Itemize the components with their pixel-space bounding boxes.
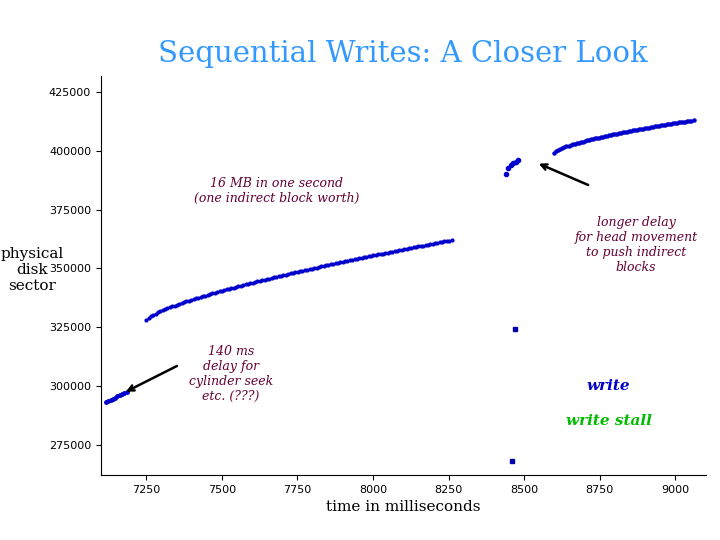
Text: physical
disk
sector: physical disk sector (1, 247, 64, 293)
Text: 16 MB in one second
(one indirect block worth): 16 MB in one second (one indirect block … (194, 177, 359, 205)
Title: Sequential Writes: A Closer Look: Sequential Writes: A Closer Look (158, 40, 648, 68)
Text: 140 ms
delay for
cylinder seek
etc. (???): 140 ms delay for cylinder seek etc. (???… (189, 345, 273, 403)
Text: longer delay
for head movement
to push indirect
blocks: longer delay for head movement to push i… (575, 216, 698, 274)
Text: write stall: write stall (566, 414, 652, 428)
Text: write: write (587, 379, 631, 393)
X-axis label: time in milliseconds: time in milliseconds (326, 501, 480, 515)
